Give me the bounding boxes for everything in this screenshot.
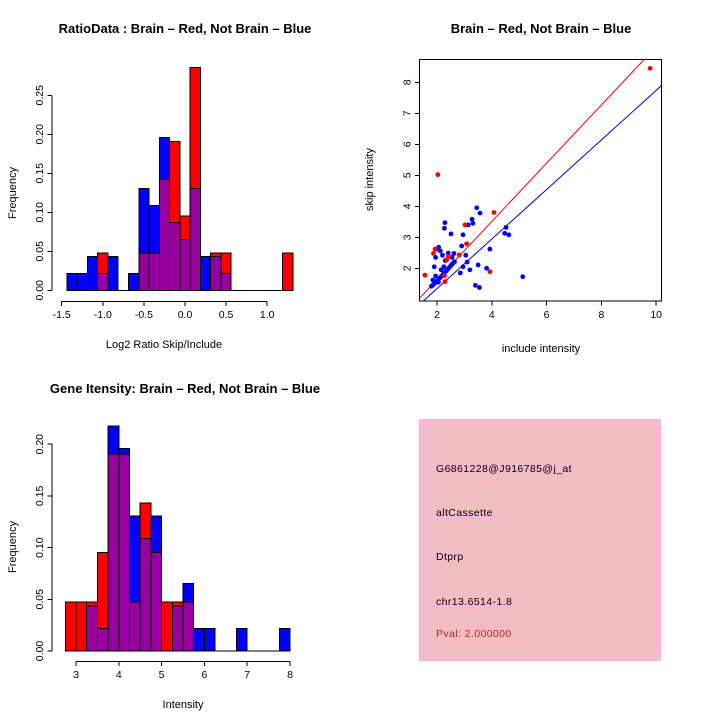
svg-text:6: 6 bbox=[201, 669, 207, 681]
gene-name-text: Dtprp bbox=[436, 551, 464, 563]
info-box: G6861228@J916785@j_at altCassette Dtprp … bbox=[419, 419, 661, 661]
svg-text:0.20: 0.20 bbox=[34, 434, 46, 455]
svg-text:0.20: 0.20 bbox=[34, 124, 46, 145]
gene-hist-xlabel: Intensity bbox=[162, 699, 204, 711]
scatter-title: Brain – Red, Not Brain – Blue bbox=[450, 21, 632, 36]
svg-text:4: 4 bbox=[489, 309, 495, 321]
svg-text:-1.5: -1.5 bbox=[53, 309, 71, 321]
location-text: chr13.6514-1.8 bbox=[436, 596, 513, 608]
svg-text:8: 8 bbox=[401, 79, 413, 85]
svg-text:0.00: 0.00 bbox=[34, 641, 46, 662]
svg-text:1.0: 1.0 bbox=[260, 309, 275, 321]
gene-hist-ylabel: Frequency bbox=[7, 521, 19, 574]
svg-text:0.15: 0.15 bbox=[34, 486, 46, 507]
scatter-xlabel: include intensity bbox=[501, 343, 581, 355]
svg-text:-0.5: -0.5 bbox=[135, 309, 153, 321]
scatter-ylabel: skip intensity bbox=[364, 148, 376, 212]
svg-text:2: 2 bbox=[401, 265, 413, 271]
gene-histogram: 3 4 5 6 7 8 0.00 0.05 0.10 0.15 0.20 bbox=[34, 425, 293, 681]
svg-text:3: 3 bbox=[73, 669, 79, 681]
svg-text:0.15: 0.15 bbox=[34, 163, 46, 184]
probe-id-text: G6861228@J916785@j_at bbox=[436, 463, 572, 475]
gene-hist-title: Gene Itensity: Brain – Red, Not Brain – … bbox=[49, 381, 321, 396]
svg-text:10: 10 bbox=[650, 309, 662, 321]
svg-text:0.25: 0.25 bbox=[34, 85, 46, 106]
svg-text:4: 4 bbox=[401, 203, 413, 209]
svg-text:6: 6 bbox=[401, 141, 413, 147]
svg-text:6: 6 bbox=[544, 309, 550, 321]
svg-text:0.10: 0.10 bbox=[34, 202, 46, 223]
svg-text:4: 4 bbox=[116, 669, 122, 681]
event-type-text: altCassette bbox=[436, 507, 493, 519]
svg-text:3: 3 bbox=[401, 234, 413, 240]
svg-text:7: 7 bbox=[401, 110, 413, 116]
ratio-hist-xlabel: Log2 Ratio Skip/Include bbox=[105, 339, 223, 351]
points-not-brain bbox=[429, 205, 526, 290]
svg-text:7: 7 bbox=[244, 669, 250, 681]
intensity-scatter: 2 4 6 8 10 2 3 4 5 6 7 8 bbox=[401, 58, 663, 321]
svg-text:0.05: 0.05 bbox=[34, 589, 46, 610]
svg-text:0.05: 0.05 bbox=[34, 241, 46, 262]
svg-text:8: 8 bbox=[598, 309, 604, 321]
svg-text:0.10: 0.10 bbox=[34, 537, 46, 558]
ratio-hist-title: RatioData : Brain – Red, Not Brain – Blu… bbox=[58, 21, 312, 36]
fit-lines bbox=[419, 59, 662, 301]
notbrain-fit-line bbox=[423, 85, 662, 301]
svg-text:0.5: 0.5 bbox=[219, 309, 234, 321]
ratio-histogram: -1.5 -1.0 -0.5 0.0 0.5 1.0 0.00 0.05 0.10 0.15 0.2… bbox=[34, 66, 294, 321]
svg-text:-1.0: -1.0 bbox=[94, 309, 112, 321]
ratio-hist-ylabel: Frequency bbox=[7, 167, 19, 219]
svg-text:0.0: 0.0 bbox=[178, 309, 193, 321]
svg-text:5: 5 bbox=[401, 172, 413, 178]
svg-text:0.00: 0.00 bbox=[34, 280, 46, 301]
svg-text:8: 8 bbox=[287, 669, 293, 681]
brain-fit-line bbox=[419, 59, 645, 299]
points-brain bbox=[422, 65, 653, 285]
pval-text: Pval: 2.000000 bbox=[436, 628, 512, 640]
svg-text:2: 2 bbox=[434, 309, 440, 321]
svg-text:5: 5 bbox=[159, 669, 165, 681]
